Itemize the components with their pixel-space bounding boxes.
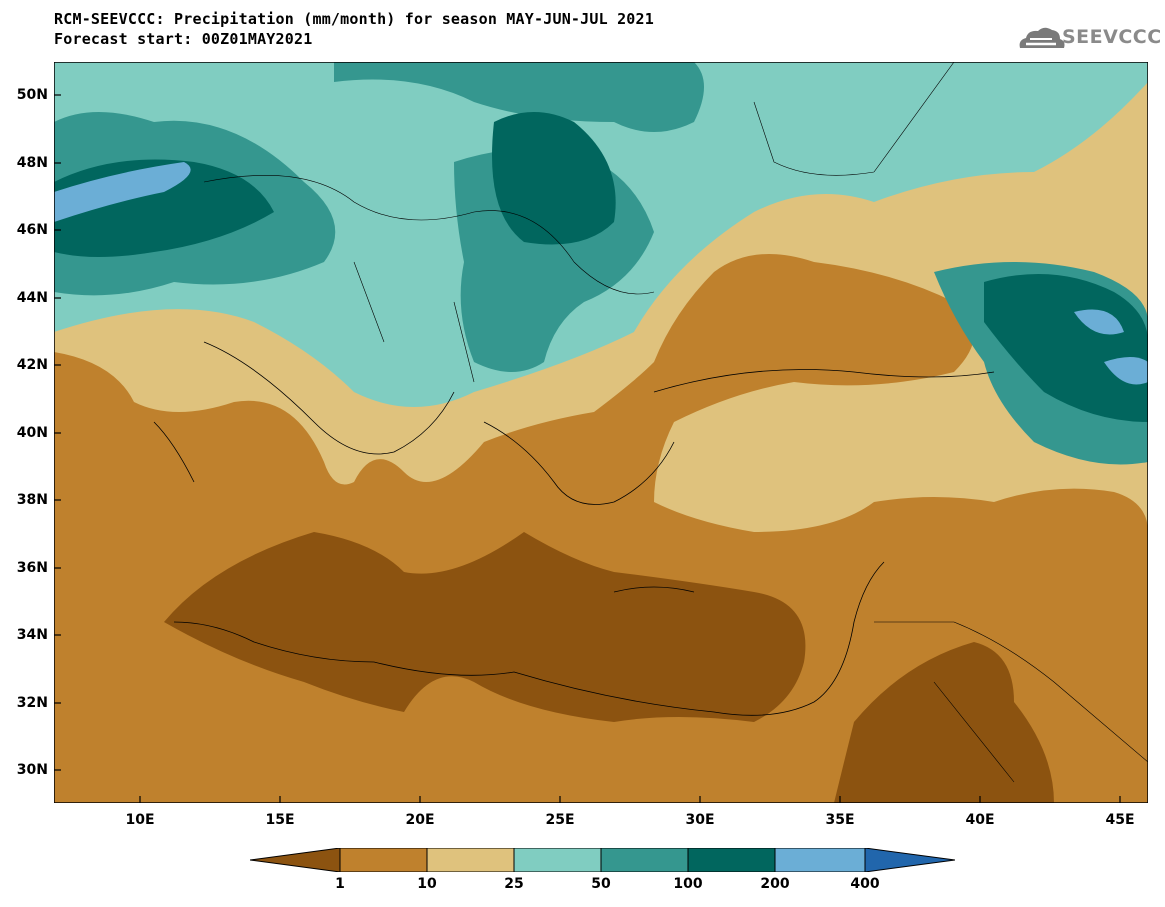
lat-label: 38N	[16, 492, 48, 508]
colorbar-segment	[513, 848, 602, 872]
colorbar-label: 200	[760, 876, 790, 892]
lat-label: 40N	[16, 425, 48, 441]
lat-label: 32N	[16, 695, 48, 711]
colorbar-label: 25	[504, 876, 524, 892]
lon-label: 20E	[405, 812, 435, 828]
colorbar-segment	[339, 848, 428, 872]
lon-label: 40E	[965, 812, 995, 828]
precip-zone-100-200-carpathians	[492, 112, 616, 245]
lat-label: 46N	[16, 222, 48, 238]
map-title: RCM-SEEVCCC: Precipitation (mm/month) fo…	[54, 10, 654, 28]
cloud-icon	[1019, 27, 1065, 48]
colorbar-label: 10	[417, 876, 437, 892]
lon-label: 45E	[1105, 812, 1135, 828]
lat-label: 36N	[16, 560, 48, 576]
lon-label: 30E	[685, 812, 715, 828]
precip-zone-below-1-east	[834, 642, 1054, 803]
lat-label: 34N	[16, 627, 48, 643]
colorbar-segment	[687, 848, 776, 872]
colorbar-legend	[250, 848, 955, 872]
colorbar-segment	[864, 848, 955, 872]
precip-zone-200-400-caucasus-2	[1104, 357, 1148, 385]
colorbar-label: 1	[335, 876, 345, 892]
precipitation-map	[54, 62, 1148, 803]
lon-label: 10E	[125, 812, 155, 828]
lat-label: 44N	[16, 290, 48, 306]
logo-text: SEEVCCC	[1062, 26, 1162, 48]
colorbar-label: 100	[673, 876, 703, 892]
precip-zone-200-400-caucasus	[1074, 309, 1124, 335]
lon-label: 35E	[825, 812, 855, 828]
precip-zone-200-400-alps	[54, 162, 191, 222]
colorbar-label: 50	[591, 876, 611, 892]
colorbar-segment	[426, 848, 515, 872]
colorbar-segment	[250, 848, 341, 872]
precip-zone-below-1	[164, 532, 806, 722]
lat-label: 30N	[16, 762, 48, 778]
country-borders	[203, 62, 1148, 783]
lat-label: 42N	[16, 357, 48, 373]
colorbar-segment	[774, 848, 866, 872]
coastline	[153, 341, 995, 716]
forecast-start-label: Forecast start: 00Z01MAY2021	[54, 30, 313, 48]
lat-label: 48N	[16, 155, 48, 171]
lat-label: 50N	[16, 87, 48, 103]
lon-label: 25E	[545, 812, 575, 828]
precip-zone-100-200-caucasus	[984, 274, 1148, 422]
colorbar-label: 400	[850, 876, 880, 892]
colorbar-segment	[600, 848, 689, 872]
precip-zone-50-100-center	[334, 62, 704, 132]
lon-label: 15E	[265, 812, 295, 828]
